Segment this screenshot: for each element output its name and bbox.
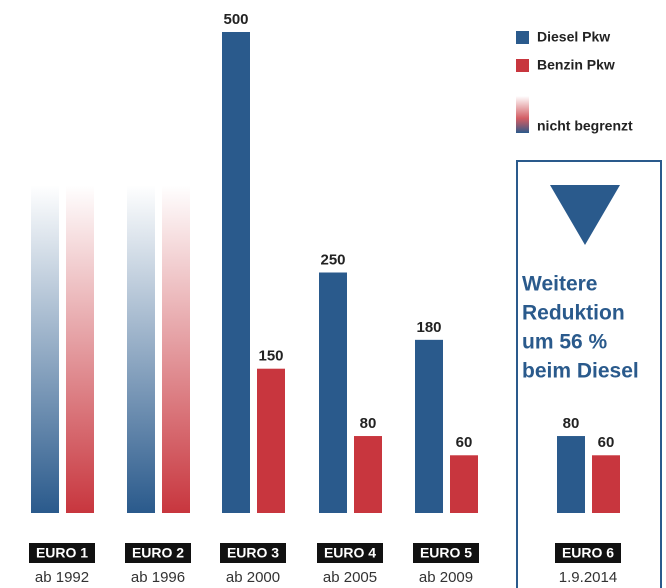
period-label: ab 1996 (131, 569, 185, 586)
legend-swatch (516, 31, 529, 44)
period-label: ab 2000 (226, 569, 280, 586)
value-label: 80 (563, 415, 580, 432)
bar (557, 436, 585, 513)
value-label: 60 (598, 434, 615, 451)
period-label: ab 2009 (419, 569, 473, 586)
category-label: EURO 2 (132, 545, 184, 561)
bar (222, 32, 250, 513)
category-label: EURO 3 (227, 545, 279, 561)
period-label: ab 1992 (35, 569, 89, 586)
value-label: 500 (223, 11, 248, 28)
category-box (317, 543, 383, 563)
bar (257, 368, 285, 513)
note-text: Reduktion (522, 302, 625, 325)
value-label: 180 (416, 319, 441, 336)
category-box (29, 543, 95, 563)
value-label: 60 (456, 434, 473, 451)
category-label: EURO 6 (562, 545, 614, 561)
category-label: EURO 4 (324, 545, 376, 561)
category-box (125, 543, 191, 563)
category-box (220, 543, 286, 563)
value-label: 80 (360, 415, 377, 432)
category-label: EURO 1 (36, 545, 88, 561)
note-text: beim Diesel (522, 360, 639, 383)
bar (450, 455, 478, 513)
down-triangle (550, 185, 620, 245)
note-text: um 56 % (522, 331, 608, 354)
category-label: EURO 5 (420, 545, 472, 561)
highlight-box (516, 160, 662, 588)
unlimited-bar (66, 185, 94, 513)
legend-swatch (516, 59, 529, 72)
unlimited-bar (31, 185, 59, 513)
legend-label: Diesel Pkw (537, 29, 610, 45)
legend-label: nicht begrenzt (537, 118, 633, 134)
period-label: ab 2005 (323, 569, 377, 586)
category-box (413, 543, 479, 563)
value-label: 150 (258, 348, 283, 365)
unlimited-bar (127, 185, 155, 513)
bar (415, 339, 443, 513)
value-label: 250 (320, 251, 345, 268)
legend-label: Benzin Pkw (537, 57, 615, 73)
bar (592, 455, 620, 513)
unlimited-bar (162, 185, 190, 513)
legend-swatch (516, 96, 529, 133)
bar (354, 436, 382, 513)
category-box (555, 543, 621, 563)
period-label: 1.9.2014 (559, 569, 617, 586)
bar (319, 272, 347, 513)
note-text: Weitere (522, 273, 597, 296)
